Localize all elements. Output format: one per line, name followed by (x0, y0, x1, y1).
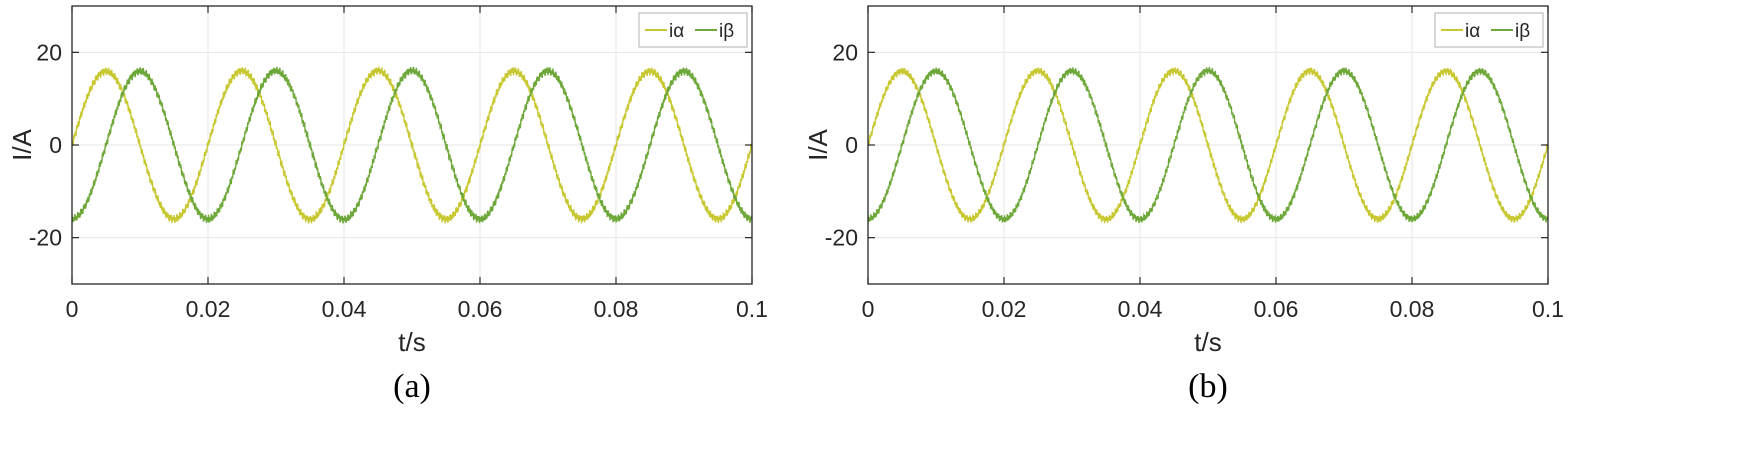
series-line-ibeta (71, 66, 753, 224)
y-axis-label: I/A (7, 128, 37, 160)
x-tick-label: 0.06 (458, 296, 503, 322)
y-axis-label: I/A (803, 128, 833, 160)
x-tick-label: 0.08 (1390, 296, 1435, 322)
x-tick-label: 0.02 (982, 296, 1027, 322)
y-tick-label: 0 (49, 132, 62, 158)
x-tick-label: 0 (66, 296, 79, 322)
x-tick-label: 0.06 (1254, 296, 1299, 322)
legend-label: iβ (1515, 21, 1530, 42)
legend-label: iβ (719, 21, 734, 42)
y-tick-label: -20 (825, 225, 858, 251)
panel-caption: (b) (1188, 368, 1228, 405)
x-tick-label: 0.04 (322, 296, 367, 322)
series-line-ibeta (867, 67, 1549, 224)
x-tick-label: 0.02 (186, 296, 231, 322)
y-tick-label: 20 (832, 39, 858, 65)
x-axis-label: t/s (1194, 327, 1221, 357)
x-tick-label: 0.08 (594, 296, 639, 322)
y-tick-label: -20 (29, 225, 62, 251)
x-tick-label: 0.1 (736, 296, 768, 322)
series-line-ialpha (867, 67, 1549, 224)
x-tick-label: 0.04 (1118, 296, 1163, 322)
x-tick-label: 0.1 (1532, 296, 1564, 322)
x-axis-label: t/s (398, 327, 425, 357)
y-tick-label: 20 (36, 39, 62, 65)
legend-label: iα (669, 21, 684, 42)
legend-label: iα (1465, 21, 1480, 42)
y-tick-label: 0 (845, 132, 858, 158)
chart-a: 0 0.02 0.04 0.06 0.08 0.1 -20 0 20 t/s I/A iα iβ (a) (7, 5, 768, 405)
panel-caption: (a) (393, 368, 431, 405)
x-tick-label: 0 (862, 296, 875, 322)
chart-b: 0 0.02 0.04 0.06 0.08 0.1 -20 0 20 t/s I/A iα iβ (b) (803, 5, 1564, 405)
series-line-ialpha (71, 66, 753, 224)
